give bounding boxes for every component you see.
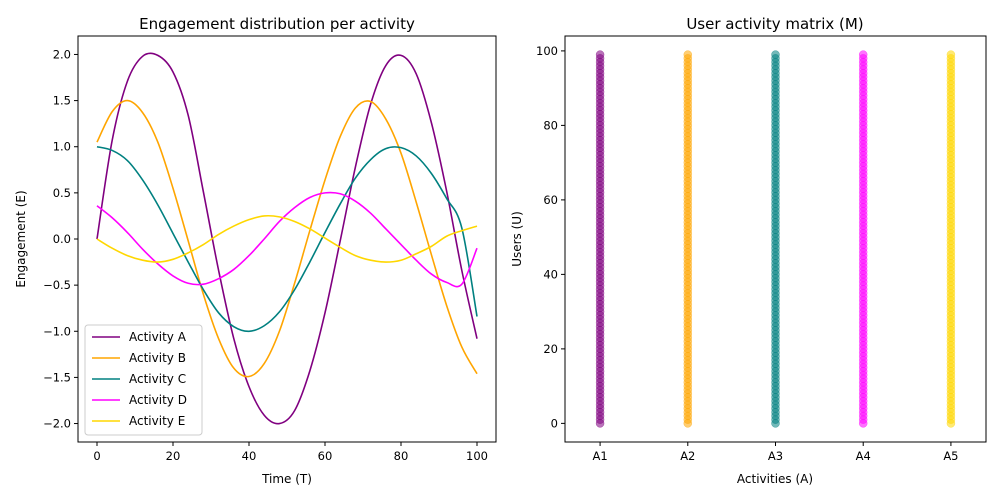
y-tick-label: 2.0 [53,47,71,61]
x-tick-label: 100 [466,449,488,463]
legend-label: Activity C [129,372,186,386]
x-tick-label: A1 [592,449,607,463]
x-axis-ticks: A1 A2 A3 A4 A5 [592,442,959,463]
y-tick-label: 20 [543,342,558,356]
x-tick-label: A3 [768,449,783,463]
series-lines [96,52,478,425]
scatter-point [595,50,605,59]
y-tick-label: 0 [551,416,558,430]
scatter-point [858,50,868,59]
y-tick-label: 1.5 [53,94,71,108]
series-line-5 [96,214,478,263]
plot-frame [564,35,987,443]
y-tick-label: 60 [543,193,558,207]
y-tick-label: −1.5 [43,370,71,384]
legend-box [84,324,203,436]
y-axis-ticks: −2.0 −1.5 −1.0 −0.5 0.0 0.5 1.0 1.5 2.0 [43,47,78,431]
x-tick-label: A2 [680,449,695,463]
x-tick-label: 40 [242,449,257,463]
x-tick-label: 60 [318,449,333,463]
y-tick-label: −1.0 [43,324,71,338]
y-axis-ticks: 0 20 40 60 80 100 [536,44,565,430]
y-tick-label: 0.0 [53,232,71,246]
series-line-4 [96,191,478,288]
x-tick-label: 80 [394,449,409,463]
chart-title: Engagement distribution per activity [139,15,415,33]
x-tick-label: A5 [943,449,958,463]
y-axis-label: Users (U) [510,211,524,267]
y-axis-label: Engagement (E) [14,190,28,287]
legend-label: Activity E [129,414,185,428]
scatter-point [946,50,956,59]
chart-title: User activity matrix (M) [686,15,863,33]
x-axis-ticks: 0 20 40 60 80 100 [93,442,488,463]
legend-label: Activity B [129,351,186,365]
scatter-point [771,50,780,59]
series-line-2 [96,99,478,378]
x-tick-label: 0 [93,449,100,463]
series-line-3 [96,145,478,333]
scatter-point [683,50,693,59]
y-tick-label: 1.0 [53,140,71,154]
y-tick-label: 40 [543,267,558,281]
user-activity-scatter: User activity matrix (M) A1 A2 A3 A4 A5 0 20 4… [510,15,987,486]
legend: Activity A Activity B Activity C Activity D… [84,324,203,436]
x-tick-label: 20 [166,449,181,463]
y-tick-label: 100 [536,44,558,58]
y-tick-label: −0.5 [43,278,71,292]
x-axis-label: Time (T) [261,472,312,486]
y-tick-label: 0.5 [53,186,71,200]
legend-label: Activity A [129,330,187,344]
scatter-points [595,50,956,428]
legend-label: Activity D [129,393,187,407]
y-tick-label: −2.0 [43,417,71,431]
x-tick-label: A4 [856,449,871,463]
y-tick-label: 80 [543,118,558,132]
x-axis-label: Activities (A) [737,472,813,486]
engagement-line-chart: Engagement distribution per activity 0 20… [14,15,497,486]
series-line-1 [96,52,478,425]
plot-frame [77,35,497,443]
